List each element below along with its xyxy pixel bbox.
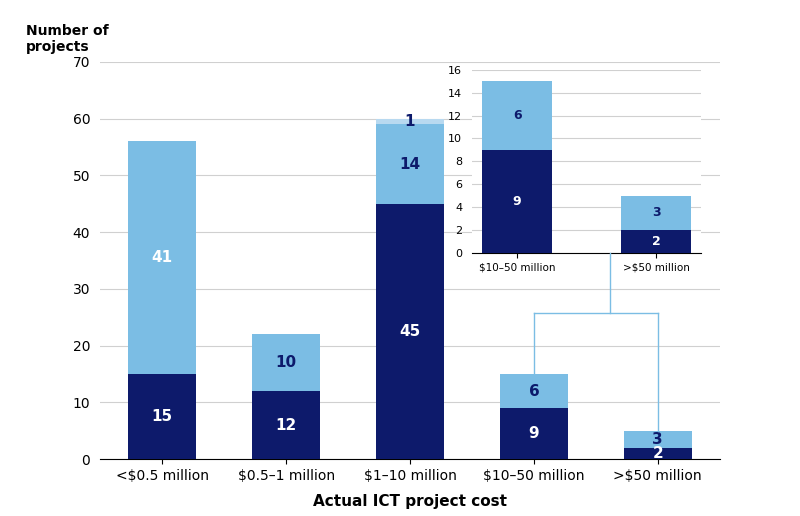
Text: 3: 3: [652, 206, 661, 219]
Bar: [622, 230, 691, 253]
Text: 2: 2: [652, 235, 661, 248]
Text: 6: 6: [513, 109, 522, 122]
Bar: [624, 448, 692, 459]
Bar: [622, 196, 691, 230]
Bar: [500, 374, 568, 408]
Bar: [500, 408, 568, 459]
Bar: [376, 119, 444, 124]
Text: Number of
projects: Number of projects: [26, 24, 108, 54]
Bar: [624, 431, 692, 448]
Text: 6: 6: [529, 383, 539, 399]
Bar: [252, 334, 320, 391]
Text: 9: 9: [513, 195, 522, 208]
Text: 10: 10: [275, 355, 297, 370]
Bar: [376, 204, 444, 459]
Bar: [252, 391, 320, 459]
Bar: [376, 124, 444, 204]
Text: 41: 41: [152, 250, 173, 265]
Text: 15: 15: [152, 409, 173, 424]
Bar: [482, 150, 552, 253]
Text: 45: 45: [399, 324, 421, 339]
Text: 2: 2: [652, 446, 663, 461]
X-axis label: Actual ICT project cost: Actual ICT project cost: [313, 494, 507, 509]
Text: 3: 3: [653, 432, 663, 447]
Bar: [128, 374, 196, 459]
Text: 1: 1: [405, 114, 415, 129]
Text: 12: 12: [275, 417, 297, 433]
Text: 14: 14: [399, 156, 421, 172]
Text: 9: 9: [529, 426, 539, 441]
Bar: [128, 141, 196, 374]
Bar: [482, 82, 552, 150]
